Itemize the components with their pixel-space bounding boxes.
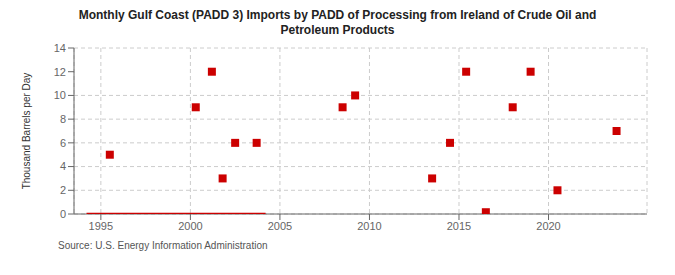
svg-text:2010: 2010 [357,220,381,232]
svg-text:14: 14 [54,42,66,54]
svg-text:2015: 2015 [447,220,471,232]
svg-text:4: 4 [60,160,66,172]
svg-text:6: 6 [60,137,66,149]
svg-text:0: 0 [60,208,66,220]
svg-text:1995: 1995 [89,220,113,232]
html-text:Petroleum Products: Petroleum Products [280,23,395,37]
svg-text:2005: 2005 [268,220,292,232]
svg-text:2: 2 [60,184,66,196]
svg-text:Thousand Barrels per Day: Thousand Barrels per Day [21,73,32,190]
svg-text:2000: 2000 [178,220,202,232]
svg-text:8: 8 [60,113,66,125]
svg-text:10: 10 [54,89,66,101]
html-text:Monthly Gulf Coast (PADD 3) Im: Monthly Gulf Coast (PADD 3) Imports by P… [78,8,597,22]
svg-text:12: 12 [54,66,66,78]
svg-text:2020: 2020 [536,220,560,232]
html-text:Source: U.S. Energy Informatio: Source: U.S. Energy Information Administ… [58,240,268,251]
